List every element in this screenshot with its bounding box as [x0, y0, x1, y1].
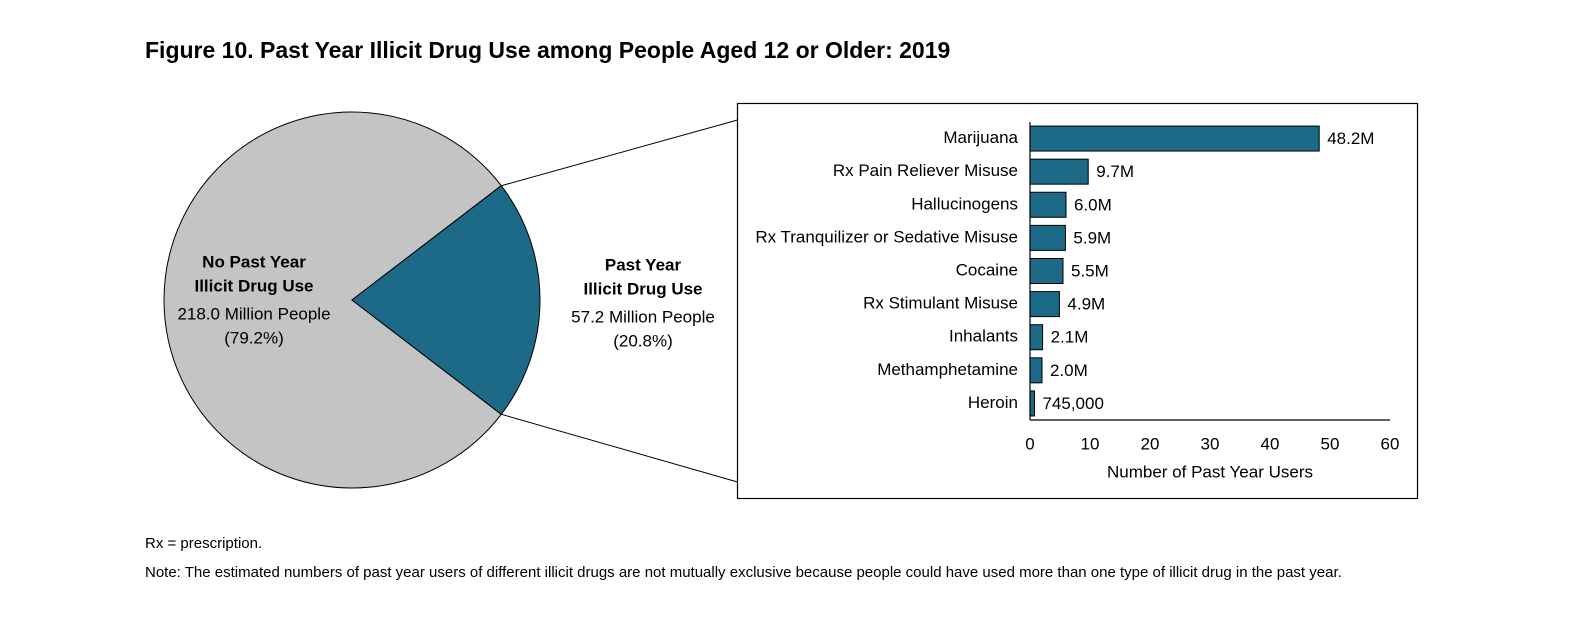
- value-label: 4.9M: [1067, 295, 1105, 314]
- x-tick-label: 40: [1261, 434, 1280, 453]
- footnote: Rx = prescription.: [145, 535, 262, 552]
- value-label: 2.0M: [1050, 361, 1088, 380]
- bar: [1029, 258, 1064, 284]
- bar: [1029, 125, 1320, 152]
- y-tick-label: Marijuana: [943, 128, 1018, 147]
- value-label: 745,000: [1042, 394, 1103, 413]
- x-tick-label: 0: [1025, 434, 1034, 453]
- x-axis-title: Number of Past Year Users: [1107, 462, 1313, 481]
- connector: [501, 119, 738, 187]
- bar: [1029, 390, 1035, 417]
- x-tick-label: 50: [1321, 434, 1340, 453]
- value-label: 48.2M: [1327, 129, 1374, 148]
- bar: [1029, 291, 1060, 318]
- pie-value-label: (79.2%): [224, 328, 284, 347]
- y-tick-label: Rx Tranquilizer or Sedative Misuse: [755, 227, 1018, 246]
- x-tick-label: 20: [1141, 434, 1160, 453]
- y-tick-label: Inhalants: [949, 327, 1018, 346]
- x-tick-label: 60: [1381, 434, 1400, 453]
- y-tick-label: Cocaine: [956, 260, 1018, 279]
- bar: [1029, 224, 1066, 251]
- pie-people-label: 218.0 Million People: [177, 304, 330, 323]
- bar-frame: [736, 102, 1419, 500]
- pie-slice: [351, 185, 541, 415]
- value-label: 6.0M: [1074, 195, 1112, 214]
- value-label: 5.5M: [1071, 261, 1109, 280]
- pie-label: Past Year: [605, 255, 682, 274]
- pie-value-label: (20.8%): [613, 331, 673, 350]
- bar: [1029, 158, 1089, 185]
- bar: [1029, 357, 1043, 384]
- connector: [501, 413, 738, 483]
- value-label: 2.1M: [1051, 328, 1089, 347]
- bar: [1029, 324, 1044, 351]
- x-tick-label: 30: [1201, 434, 1220, 453]
- footnote: Note: The estimated numbers of past year…: [145, 564, 1342, 581]
- y-tick-label: Hallucinogens: [911, 194, 1018, 213]
- value-label: 5.9M: [1073, 228, 1111, 247]
- value-label: 9.7M: [1096, 162, 1134, 181]
- y-tick-label: Heroin: [968, 393, 1018, 412]
- y-tick-label: Methamphetamine: [877, 360, 1018, 379]
- title: Figure 10. Past Year Illicit Drug Use am…: [145, 37, 950, 63]
- pie-label: Illicit Drug Use: [583, 279, 702, 298]
- pie-label: Illicit Drug Use: [194, 276, 313, 295]
- pie-slice: [163, 111, 502, 489]
- x-tick-label: 10: [1081, 434, 1100, 453]
- bar: [1029, 191, 1067, 218]
- pie-people-label: 57.2 Million People: [571, 307, 715, 326]
- pie-label: No Past Year: [202, 252, 306, 271]
- y-tick-label: Rx Stimulant Misuse: [863, 294, 1018, 313]
- y-tick-label: Rx Pain Reliever Misuse: [833, 161, 1018, 180]
